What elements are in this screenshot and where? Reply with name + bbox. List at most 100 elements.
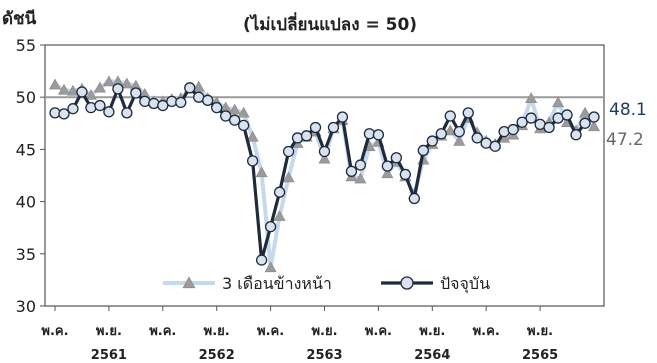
circle-marker [516,116,528,128]
circle-marker [148,97,160,110]
circle-marker [291,132,304,144]
x-tick-label: พ.ย. [204,324,230,339]
x-tick-label: พ.ค. [41,324,68,339]
circle-marker [579,117,591,129]
circle-marker [264,221,277,233]
end-label-3-months-ahead: 47.2 [606,130,644,150]
x-tick-year-label: 2562 [199,348,235,363]
x-tick-label: พ.ย. [96,324,122,339]
x-tick-label: พ.ค. [473,324,500,339]
triangle-marker [264,261,277,273]
triangle-marker [102,75,115,87]
triangle-marker [525,92,538,103]
circle-marker [85,101,97,114]
circle-marker [67,103,79,115]
circle-marker [543,121,555,134]
circle-marker [345,165,358,177]
y-tick-label: 35 [16,245,36,264]
circle-marker [273,186,286,198]
circle-marker [255,254,268,266]
circle-marker [318,145,331,158]
circle-marker [202,94,214,106]
circle-marker [211,101,223,114]
circle-marker [453,126,465,138]
circle-marker [507,123,519,136]
circle-marker [282,145,295,158]
legend-triangle-icon [182,276,196,289]
y-tick-label: 45 [16,140,36,159]
y-axis-title: ดัชนี [2,8,37,29]
circle-marker [130,87,142,99]
circle-marker [121,107,133,119]
x-tick-label: พ.ค. [365,324,392,339]
legend-circle-icon [400,276,414,290]
circle-marker [336,111,349,123]
triangle-marker [444,124,457,136]
circle-marker [246,155,259,167]
triangle-marker [273,210,286,221]
circle-marker [309,121,322,134]
x-tick-year-label: 2564 [414,348,450,363]
series-markers-current [49,82,600,266]
chart-title: (ไม่เปลี่ยนแปลง = 50) [243,12,417,35]
triangle-marker [66,84,79,96]
triangle-marker [237,106,250,118]
circle-marker [229,114,241,126]
end-label-current: 48.1 [609,100,647,120]
circle-marker [354,159,367,171]
y-tick-label: 50 [16,88,36,107]
circle-marker [372,129,385,141]
triangle-marker [579,106,592,118]
circle-marker [570,129,582,141]
circle-marker [184,82,196,94]
circle-marker [408,192,420,205]
circle-marker [76,86,88,98]
legend: 3 เดือนข้างหน้า ปัจจุบัน [163,274,490,294]
x-tick-label: พ.ย. [527,324,553,339]
circle-marker [103,106,115,118]
circle-marker [175,96,187,109]
circle-marker [426,135,438,147]
circle-marker [300,130,313,142]
triangle-marker [192,80,205,92]
series-line-3-months-ahead [53,79,596,270]
circle-marker [58,108,70,120]
circle-marker [94,99,106,112]
circle-marker [588,111,600,123]
triangle-marker [587,120,601,132]
circle-marker [157,99,169,112]
triangle-marker [318,152,331,164]
circle-marker [471,132,483,144]
circle-marker [139,95,151,108]
triangle-marker [282,171,295,183]
triangle-marker [84,88,97,100]
x-tick-year-label: 2565 [522,348,558,363]
circle-marker [381,160,394,172]
triangle-marker [246,130,259,142]
circle-marker [112,83,124,95]
triangle-marker [48,78,62,90]
series-line-current [54,86,595,262]
x-tick-label: พ.ย. [311,324,337,339]
triangle-marker [255,166,268,178]
end-labels-layer: 48.1 47.2 [606,100,647,150]
triangle-marker [552,96,565,108]
circle-marker [498,126,510,138]
triangle-marker [57,83,70,95]
y-tick-label: 40 [16,193,36,212]
triangle-marker [120,77,133,89]
x-tick-label: พ.ค. [149,324,176,339]
series-layer [48,75,601,273]
triangle-marker [93,81,106,93]
axes: 30 35 40 45 50 55 พ.ค. พ.ย. 2561 พ.ค. พ.ย. 2562 พ.ค.… [16,36,605,363]
circle-marker [525,112,537,124]
y-tick-label: 55 [16,36,36,55]
circle-marker [399,168,412,181]
circle-marker [435,128,447,140]
triangle-marker [453,134,466,146]
y-tick-label: 30 [16,297,36,316]
x-tick-label: พ.ค. [257,324,284,339]
circle-marker [220,110,232,122]
circle-marker [390,152,403,164]
